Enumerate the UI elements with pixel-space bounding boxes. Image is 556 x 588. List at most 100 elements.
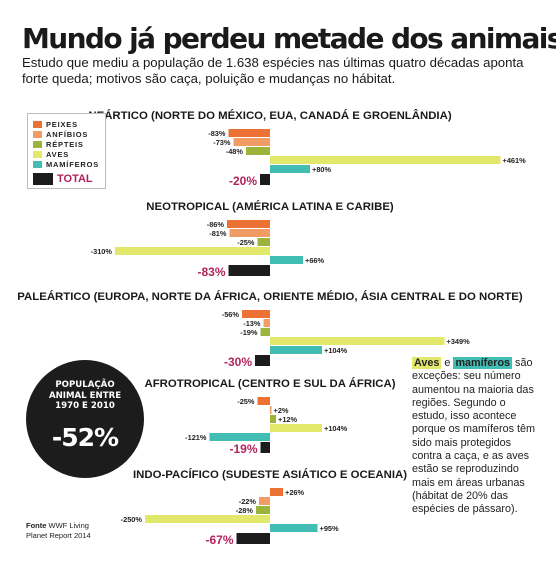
value-label-aves: -310% [91,247,113,256]
value-label-total: -20% [229,174,257,188]
bar-aves [270,156,501,164]
badge-value: -52% [51,423,119,452]
value-label-anfibios: -22% [239,497,257,506]
region-neartico: NEÁRTICO (NORTE DO MÉXICO, EUA, CANADÁ E… [88,109,526,188]
legend-item-aves: AVES [33,150,69,159]
value-label-mamiferos: +104% [324,346,348,355]
bar-peixes [227,220,270,228]
value-label-mamiferos: +66% [305,256,325,265]
legend-label: AVES [46,150,70,159]
value-label-peixes: -25% [237,397,255,406]
region-title: INDO-PACÍFICO (SUDESTE ASIÁTICO E OCEANI… [133,468,407,481]
bar-repteis [256,506,270,514]
bar-peixes [257,397,270,405]
value-label-aves: +104% [324,424,348,433]
legend-item-peixes: PEIXES [33,120,78,129]
source-label: Fonte [26,521,47,530]
page-subtitle: Estudo que mediu a população de 1.638 es… [22,55,524,86]
value-label-mamiferos: -121% [185,433,207,442]
value-label-peixes: +26% [285,488,305,497]
note-aves: Aves [412,357,442,369]
region-title: AFROTROPICAL (CENTRO E SUL DA ÁFRICA) [144,377,395,390]
bar-aves [270,337,445,345]
side-note: Aves e mamíferos são exceções: seu númer… [412,357,536,517]
value-label-repteis: +12% [278,415,298,424]
region-afrotropical: AFROTROPICAL (CENTRO E SUL DA ÁFRICA) -25… [144,377,395,456]
value-label-total: -30% [224,355,252,369]
bar-anfibios [263,319,270,327]
summary-badge: POPULAÇÃO ANIMAL ENTRE 1970 E 2010 -52% [26,360,144,478]
bar-aves [270,424,322,432]
value-label-aves: +461% [503,156,527,165]
bar-repteis [246,147,270,155]
value-label-mamiferos: +95% [320,524,340,533]
bar-mamiferos [270,256,303,264]
region-paleartico: PALEÁRTICO (EUROPA, NORTE DA ÁFRICA, ORI… [17,290,523,369]
bar-total [228,265,270,276]
value-label-aves: +349% [447,337,471,346]
bar-mamiferos [209,433,270,441]
legend: PEIXES ANFÍBIOS RÉPTEIS AVES MAMÍFEROS T… [27,113,106,189]
bar-anfibios [259,497,270,505]
legend-item-repteis: RÉPTEIS [33,140,84,149]
bar-aves [115,247,270,255]
region-indo-pacifico: INDO-PACÍFICO (SUDESTE ASIÁTICO E OCEANI… [121,468,408,547]
legend-label: ANFÍBIOS [46,130,89,139]
legend-swatch [33,141,42,148]
legend-swatch [33,131,42,138]
value-label-repteis: -28% [236,506,254,515]
value-label-total: -19% [229,442,257,456]
legend-swatch [33,173,53,185]
value-label-total: -67% [205,533,233,547]
value-label-repteis: -19% [240,328,258,337]
value-label-anfibios: +2% [274,406,289,415]
badge-text: POPULAÇÃO ANIMAL ENTRE 1970 E 2010 [48,380,122,411]
value-label-repteis: -25% [237,238,255,247]
note-text: são exceções: seu número aumentou na mai… [412,357,536,516]
bar-repteis [257,238,270,246]
value-label-repteis: -48% [226,147,244,156]
value-label-anfibios: -73% [213,138,231,147]
legend-item-total: TOTAL [33,172,93,186]
bar-total [236,533,270,544]
bar-peixes [242,310,270,318]
bar-mamiferos [270,346,322,354]
bar-aves [145,515,270,523]
bar-anfibios [233,138,270,146]
legend-label: RÉPTEIS [46,140,84,149]
legend-swatch [33,121,42,128]
bar-anfibios [229,229,270,237]
legend-item-anfibios: ANFÍBIOS [33,130,88,139]
legend-swatch [33,151,42,158]
bar-anfibios [270,406,272,414]
bar-peixes [270,488,283,496]
value-label-peixes: -56% [222,310,240,319]
bar-total [255,355,270,366]
legend-label: MAMÍFEROS [46,160,100,169]
region-neotropical: NEOTROPICAL (AMÉRICA LATINA E CARIBE) -86… [91,200,394,279]
bar-total [260,174,270,185]
bar-total [260,442,270,453]
legend-swatch [33,161,42,168]
source-note: Fonte WWF Living Planet Report 2014 [26,521,106,540]
value-label-total: -83% [197,265,225,279]
bar-mamiferos [270,165,310,173]
note-mamiferos: mamíferos [453,357,513,369]
value-label-aves: -250% [121,515,143,524]
region-title: PALEÁRTICO (EUROPA, NORTE DA ÁFRICA, ORI… [17,290,523,303]
value-label-anfibios: -13% [243,319,261,328]
bar-repteis [270,415,276,423]
region-title: NEOTROPICAL (AMÉRICA LATINA E CARIBE) [146,200,394,213]
page-title: Mundo já perdeu metade dos animais [22,22,556,55]
value-label-mamiferos: +80% [312,165,332,174]
legend-label: PEIXES [46,120,78,129]
note-conj: e [444,357,451,369]
legend-item-mamiferos: MAMÍFEROS [33,160,99,169]
bar-mamiferos [270,524,318,532]
source-text: WWF Living Planet Report 2014 [26,521,91,540]
legend-label: TOTAL [57,173,93,185]
value-label-peixes: -83% [208,129,226,138]
bar-peixes [228,129,270,137]
value-label-anfibios: -81% [209,229,227,238]
